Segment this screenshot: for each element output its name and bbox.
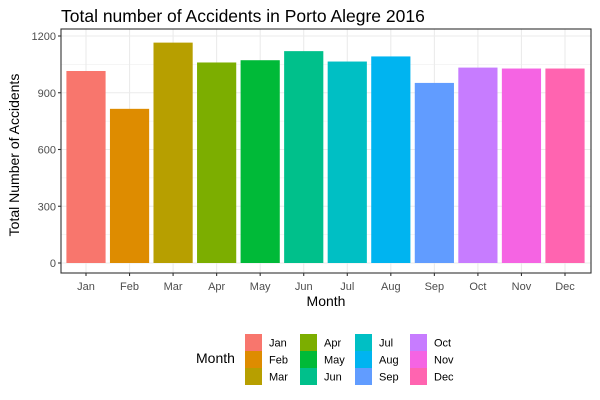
y-axis-title: Total Number of Accidents <box>6 74 22 237</box>
legend-label-apr: Apr <box>324 338 341 350</box>
legend-key-jun <box>300 368 317 385</box>
bar-jul <box>327 61 367 263</box>
bar-may <box>240 60 280 263</box>
x-tick-label: Feb <box>120 281 139 293</box>
legend-label-dec: Dec <box>434 372 454 384</box>
y-tick-label: 600 <box>38 145 56 157</box>
legend-label-jan: Jan <box>269 338 287 350</box>
legend-label-oct: Oct <box>434 338 451 350</box>
x-tick-label: Nov <box>512 281 532 293</box>
legend-label-aug: Aug <box>379 355 399 367</box>
bar-oct <box>458 67 498 263</box>
chart-title: Total number of Accidents in Porto Alegr… <box>61 6 425 26</box>
legend-label-sep: Sep <box>379 372 399 384</box>
legend-key-may <box>300 351 317 368</box>
x-tick-label: Jun <box>295 281 313 293</box>
bar-mar <box>153 42 193 263</box>
legend-key-jul <box>355 334 372 351</box>
x-tick-label: Sep <box>425 281 445 293</box>
bar-jun <box>284 51 324 264</box>
y-tick-label: 1200 <box>32 31 56 43</box>
bar-dec <box>545 68 585 263</box>
legend-label-nov: Nov <box>434 355 454 367</box>
legend-key-aug <box>355 351 372 368</box>
legend-label-mar: Mar <box>269 372 288 384</box>
bar-sep <box>414 82 454 263</box>
legend-key-mar <box>245 368 262 385</box>
bar-aug <box>371 56 411 264</box>
x-axis-title: Month <box>307 293 346 309</box>
legend-label-jul: Jul <box>379 338 393 350</box>
legend-title: Month <box>196 350 235 366</box>
y-tick-label: 900 <box>38 88 56 100</box>
panel-border <box>60 28 592 274</box>
legend-key-feb <box>245 351 262 368</box>
legend: Month Jan Feb Mar Apr May Jun Jul Aug Sep Oct Nov D… <box>196 334 454 385</box>
bar-jan <box>66 70 106 263</box>
x-tick-label: Aug <box>381 281 401 293</box>
legend-key-oct <box>410 334 427 351</box>
x-tick-label: May <box>250 281 271 293</box>
legend-key-apr <box>300 334 317 351</box>
legend-key-jan <box>245 334 262 351</box>
legend-key-nov <box>410 351 427 368</box>
x-tick-label: Jan <box>77 281 95 293</box>
legend-key-dec <box>410 368 427 385</box>
bar-feb <box>109 108 150 264</box>
x-tick-label: Apr <box>208 281 225 293</box>
legend-label-feb: Feb <box>269 355 288 367</box>
x-tick-label: Dec <box>555 281 575 293</box>
y-tick-label: 300 <box>38 201 56 213</box>
legend-label-jun: Jun <box>324 372 342 384</box>
y-tick-label: 0 <box>50 258 56 270</box>
x-tick-label: Mar <box>164 281 183 293</box>
x-tick-label: Oct <box>469 281 486 293</box>
legend-key-sep <box>355 368 372 385</box>
x-tick-label: Jul <box>340 281 354 293</box>
legend-label-may: May <box>324 355 345 367</box>
bar-apr <box>197 62 237 263</box>
bar-nov <box>501 68 542 263</box>
plot-panel: 0 300 600 900 1200 Jan Feb Mar Apr May Jun Jul Aug Se… <box>32 28 592 293</box>
